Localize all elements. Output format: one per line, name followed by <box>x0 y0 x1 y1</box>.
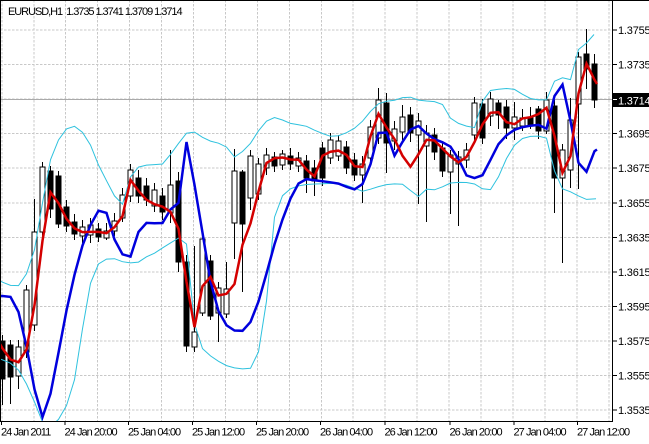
svg-text:1.3655: 1.3655 <box>618 198 649 210</box>
svg-text:24 Jan 2011: 24 Jan 2011 <box>1 427 51 439</box>
svg-text:27 Jan 12:00: 27 Jan 12:00 <box>577 427 630 439</box>
svg-text:26 Jan 04:00: 26 Jan 04:00 <box>320 427 373 439</box>
svg-text:1.3575: 1.3575 <box>618 336 649 348</box>
svg-text:1.3714: 1.3714 <box>618 95 649 107</box>
svg-text:25 Jan 12:00: 25 Jan 12:00 <box>192 427 245 439</box>
svg-text:27 Jan 04:00: 27 Jan 04:00 <box>514 427 567 439</box>
svg-text:1.3615: 1.3615 <box>618 267 649 279</box>
svg-text:1.3535: 1.3535 <box>618 405 649 417</box>
svg-text:EURUSD,H1 1.3735 1.3741 1.370: EURUSD,H1 1.3735 1.3741 1.3709 1.3714 <box>8 6 182 18</box>
svg-text:1.3555: 1.3555 <box>618 371 649 383</box>
svg-text:25 Jan 20:00: 25 Jan 20:00 <box>256 427 309 439</box>
svg-text:1.3695: 1.3695 <box>618 129 649 141</box>
svg-text:26 Jan 20:00: 26 Jan 20:00 <box>450 427 503 439</box>
svg-text:26 Jan 12:00: 26 Jan 12:00 <box>385 427 438 439</box>
svg-text:1.3635: 1.3635 <box>618 232 649 244</box>
svg-text:24 Jan 20:00: 24 Jan 20:00 <box>65 427 118 439</box>
svg-text:25 Jan 04:00: 25 Jan 04:00 <box>128 427 181 439</box>
svg-text:1.3735: 1.3735 <box>618 60 649 72</box>
svg-text:1.3675: 1.3675 <box>618 163 649 175</box>
svg-text:1.3595: 1.3595 <box>618 302 649 314</box>
svg-text:1.3755: 1.3755 <box>618 25 649 37</box>
